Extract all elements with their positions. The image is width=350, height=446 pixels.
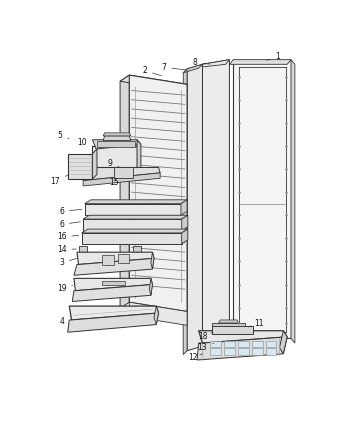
Polygon shape — [210, 348, 221, 355]
Polygon shape — [137, 140, 141, 168]
Polygon shape — [103, 136, 131, 140]
Text: 12: 12 — [188, 353, 202, 362]
Polygon shape — [149, 278, 153, 295]
Polygon shape — [83, 219, 182, 231]
Polygon shape — [85, 204, 181, 215]
Polygon shape — [103, 133, 131, 136]
Polygon shape — [252, 348, 262, 355]
Text: 7: 7 — [162, 63, 188, 72]
Polygon shape — [79, 246, 87, 252]
Polygon shape — [182, 229, 188, 244]
Polygon shape — [183, 69, 187, 355]
Text: 11: 11 — [248, 318, 264, 327]
Polygon shape — [92, 140, 141, 149]
Polygon shape — [74, 278, 153, 291]
Text: 6: 6 — [59, 220, 80, 229]
Polygon shape — [85, 200, 187, 204]
Polygon shape — [266, 348, 276, 355]
Polygon shape — [120, 75, 129, 308]
Polygon shape — [102, 281, 126, 285]
Text: 17: 17 — [51, 175, 68, 186]
Polygon shape — [199, 60, 230, 67]
Polygon shape — [77, 252, 154, 264]
Polygon shape — [102, 255, 114, 264]
Polygon shape — [154, 306, 159, 325]
Polygon shape — [92, 146, 137, 168]
Polygon shape — [129, 75, 187, 311]
Polygon shape — [97, 140, 135, 147]
Polygon shape — [74, 258, 154, 275]
Polygon shape — [230, 60, 291, 64]
Polygon shape — [224, 341, 235, 347]
Text: 5: 5 — [58, 131, 69, 140]
Polygon shape — [266, 341, 276, 347]
Polygon shape — [68, 153, 92, 179]
Polygon shape — [92, 149, 97, 179]
Polygon shape — [120, 75, 187, 91]
Polygon shape — [187, 64, 202, 351]
Text: 14: 14 — [57, 244, 77, 254]
Polygon shape — [291, 60, 295, 343]
Polygon shape — [151, 252, 154, 269]
Polygon shape — [114, 168, 133, 178]
Polygon shape — [72, 285, 153, 301]
Text: 13: 13 — [198, 343, 214, 352]
Polygon shape — [212, 323, 245, 326]
Text: 3: 3 — [59, 258, 77, 268]
Polygon shape — [133, 246, 141, 252]
Text: 6: 6 — [59, 207, 82, 216]
Text: 9: 9 — [108, 159, 119, 168]
Polygon shape — [210, 341, 221, 347]
Polygon shape — [199, 331, 287, 343]
Polygon shape — [252, 341, 262, 347]
Text: 4: 4 — [59, 317, 69, 326]
Polygon shape — [212, 326, 253, 334]
Polygon shape — [69, 306, 159, 320]
Polygon shape — [83, 168, 160, 181]
Polygon shape — [129, 302, 187, 325]
Text: 2: 2 — [142, 66, 161, 76]
Text: 15: 15 — [109, 178, 119, 186]
Polygon shape — [118, 254, 129, 263]
Text: 8: 8 — [193, 58, 210, 67]
Polygon shape — [238, 341, 248, 347]
Polygon shape — [183, 64, 202, 73]
Text: 19: 19 — [57, 284, 73, 293]
Polygon shape — [224, 348, 235, 355]
Text: 18: 18 — [198, 332, 212, 341]
Polygon shape — [182, 215, 188, 231]
Polygon shape — [219, 320, 239, 323]
Polygon shape — [199, 64, 202, 351]
Polygon shape — [83, 215, 188, 219]
Polygon shape — [202, 60, 230, 346]
Text: 1: 1 — [267, 52, 280, 61]
Polygon shape — [197, 337, 287, 360]
Polygon shape — [233, 60, 291, 339]
Polygon shape — [280, 331, 287, 354]
Polygon shape — [83, 173, 160, 186]
Polygon shape — [68, 313, 159, 332]
Polygon shape — [181, 200, 187, 215]
Polygon shape — [238, 348, 248, 355]
Text: 16: 16 — [57, 232, 79, 241]
Text: 10: 10 — [77, 138, 92, 147]
Polygon shape — [82, 233, 182, 244]
Polygon shape — [82, 229, 188, 233]
